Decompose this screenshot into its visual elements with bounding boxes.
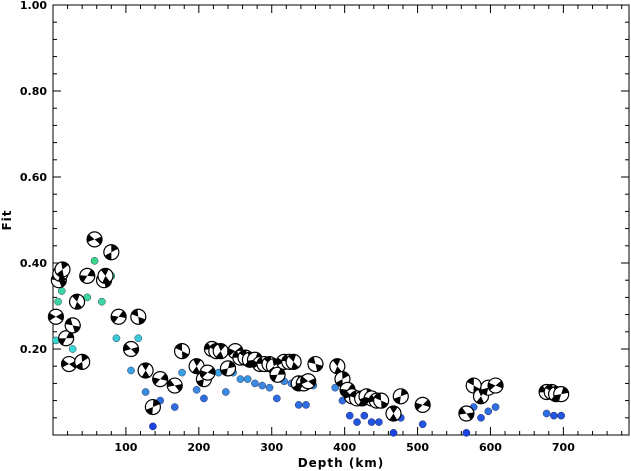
data-point-dot	[418, 420, 427, 429]
data-point-dot	[192, 386, 201, 394]
data-point-mechanism	[86, 231, 103, 248]
data-point-mechanism	[219, 360, 237, 377]
data-point-mechanism	[269, 366, 286, 383]
x-tick-label: 500	[406, 441, 429, 454]
data-point-mechanism	[300, 373, 317, 390]
x-tick-label: 600	[479, 441, 502, 454]
data-point-mechanism	[68, 293, 86, 310]
data-point-mechanism	[199, 364, 216, 381]
data-point-dot	[542, 409, 551, 418]
data-point-mechanism	[74, 353, 91, 370]
data-point-mechanism	[166, 377, 183, 394]
data-point-mechanism	[58, 330, 75, 347]
data-point-mechanism	[487, 377, 504, 394]
data-point-mechanism	[285, 353, 302, 370]
data-point-dot	[462, 429, 471, 437]
x-tick-label: 200	[187, 441, 210, 454]
data-point-dot	[221, 388, 230, 396]
data-point-dot	[375, 418, 383, 426]
y-tick-label: 0.80	[20, 85, 47, 98]
data-point-dot	[236, 375, 245, 383]
data-point-dot	[360, 411, 369, 420]
data-point-dot	[550, 411, 558, 420]
data-point-dot	[389, 429, 398, 437]
data-point-dot	[90, 257, 99, 265]
data-point-dot	[477, 413, 485, 422]
x-tick-label: 700	[552, 441, 575, 454]
data-point-dot	[491, 403, 500, 411]
y-tick-label: 0.40	[20, 257, 47, 270]
data-point-dot	[141, 388, 150, 396]
y-tick-label: 1.00	[20, 0, 47, 12]
data-point-mechanism	[458, 405, 475, 422]
data-point-dot	[265, 383, 274, 392]
data-point-dot	[54, 297, 62, 306]
data-point-dot	[149, 422, 157, 431]
data-point-mechanism	[173, 343, 191, 360]
data-point-mechanism	[414, 396, 431, 413]
data-point-mechanism	[553, 386, 570, 403]
data-point-mechanism	[60, 355, 78, 373]
data-point-mechanism	[47, 308, 65, 325]
data-point-dot	[178, 368, 186, 377]
data-point-dot	[367, 418, 376, 426]
x-axis: 100 200 300 400 500 600 700	[67, 5, 623, 454]
data-point-mechanism	[110, 308, 127, 325]
data-point-dot	[134, 334, 143, 343]
data-point-dot	[353, 418, 361, 426]
data-point-mechanism	[97, 267, 114, 284]
y-tick-label: 0.20	[20, 343, 47, 356]
x-axis-title: Depth (km)	[298, 456, 385, 470]
x-tick-label: 100	[114, 441, 137, 454]
data-point-mechanism	[103, 244, 120, 261]
data-point-dot	[294, 401, 303, 409]
data-point-dot	[484, 407, 493, 416]
data-point-dot	[127, 366, 135, 375]
data-point-dot	[302, 401, 310, 409]
data-point-dot	[557, 411, 565, 420]
dot-series	[52, 257, 565, 437]
data-point-dot	[258, 381, 267, 390]
data-point-dot	[98, 297, 106, 306]
x-tick-label: 400	[333, 441, 356, 454]
y-axis: 0.20 0.40 0.60 0.80 1.00	[20, 0, 629, 419]
data-point-dot	[170, 403, 179, 411]
mechanism-series	[47, 231, 570, 422]
data-point-dot	[243, 375, 252, 383]
data-point-dot	[200, 394, 208, 403]
data-point-mechanism	[144, 398, 161, 416]
x-tick-label: 300	[260, 441, 283, 454]
data-point-mechanism	[373, 392, 390, 409]
data-point-mechanism	[385, 405, 402, 422]
data-point-dot	[331, 383, 339, 392]
data-point-dot	[251, 379, 259, 388]
data-point-dot	[57, 287, 66, 295]
data-point-dot	[273, 394, 281, 403]
plot-frame	[52, 4, 630, 436]
data-point-dot	[112, 334, 121, 343]
y-axis-title: Fit	[0, 209, 14, 230]
data-point-mechanism	[130, 308, 147, 325]
data-point-dot	[68, 345, 77, 353]
data-point-mechanism	[307, 355, 324, 373]
y-tick-label: 0.60	[20, 171, 47, 184]
data-point-dot	[345, 411, 354, 420]
data-point-mechanism	[212, 343, 229, 360]
data-point-mechanism	[64, 317, 81, 334]
data-point-mechanism	[79, 267, 96, 284]
data-point-mechanism	[137, 362, 154, 379]
data-point-mechanism	[122, 340, 140, 358]
data-point-mechanism	[152, 371, 169, 388]
data-point-mechanism	[54, 261, 71, 278]
data-point-mechanism	[392, 388, 409, 405]
